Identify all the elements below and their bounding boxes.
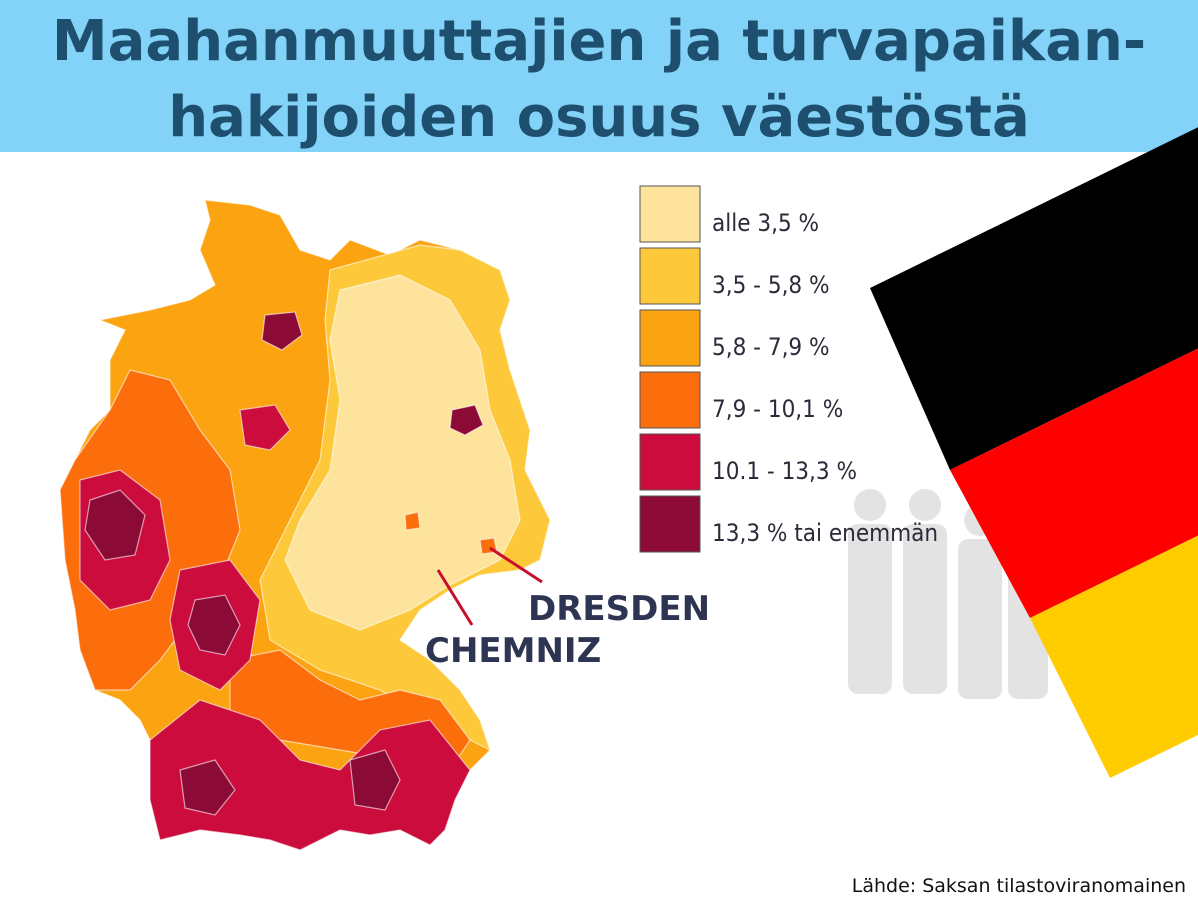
legend-label: 5,8 - 7,9 % bbox=[712, 333, 830, 361]
legend-swatch bbox=[639, 247, 701, 305]
header-band bbox=[0, 0, 1198, 152]
map-region bbox=[261, 311, 303, 351]
map-region bbox=[404, 511, 421, 531]
legend-label: 3,5 - 5,8 % bbox=[712, 271, 830, 299]
map-region bbox=[187, 594, 241, 656]
german-flag bbox=[870, 127, 1198, 778]
title-line: Maahanmuuttajien ja turvapaikan- bbox=[52, 9, 1146, 74]
legend-swatch bbox=[639, 371, 701, 429]
city-pointer bbox=[436, 569, 474, 626]
map bbox=[59, 199, 551, 851]
legend-label: 7,9 - 10,1 % bbox=[712, 395, 843, 423]
city-pointer bbox=[489, 546, 543, 584]
legend-swatch bbox=[639, 309, 701, 367]
legend-swatch bbox=[639, 185, 701, 243]
map-region bbox=[179, 759, 236, 816]
map-region bbox=[84, 489, 146, 561]
map-region bbox=[449, 404, 484, 436]
map-region bbox=[284, 274, 521, 631]
legend-swatch bbox=[639, 433, 701, 491]
source: Lähde: Saksan tilastoviranomainen bbox=[852, 875, 1186, 897]
map-region bbox=[239, 404, 291, 451]
title-line: hakijoiden osuus väestöstä bbox=[168, 85, 1030, 150]
legend-swatch bbox=[639, 495, 701, 553]
legend-label: alle 3,5 % bbox=[712, 209, 819, 237]
city-label: DRESDEN bbox=[528, 589, 710, 629]
city-label: CHEMNIZ bbox=[425, 631, 601, 671]
legend-label: 13,3 % tai enemmän bbox=[712, 519, 938, 547]
legend: alle 3,5 % 3,5 - 5,8 % 5,8 - 7,9 % 7,9 - 10… bbox=[639, 185, 938, 553]
legend-label: 10.1 - 13,3 % bbox=[712, 457, 857, 485]
map-region bbox=[349, 749, 401, 811]
map-region bbox=[149, 699, 471, 851]
